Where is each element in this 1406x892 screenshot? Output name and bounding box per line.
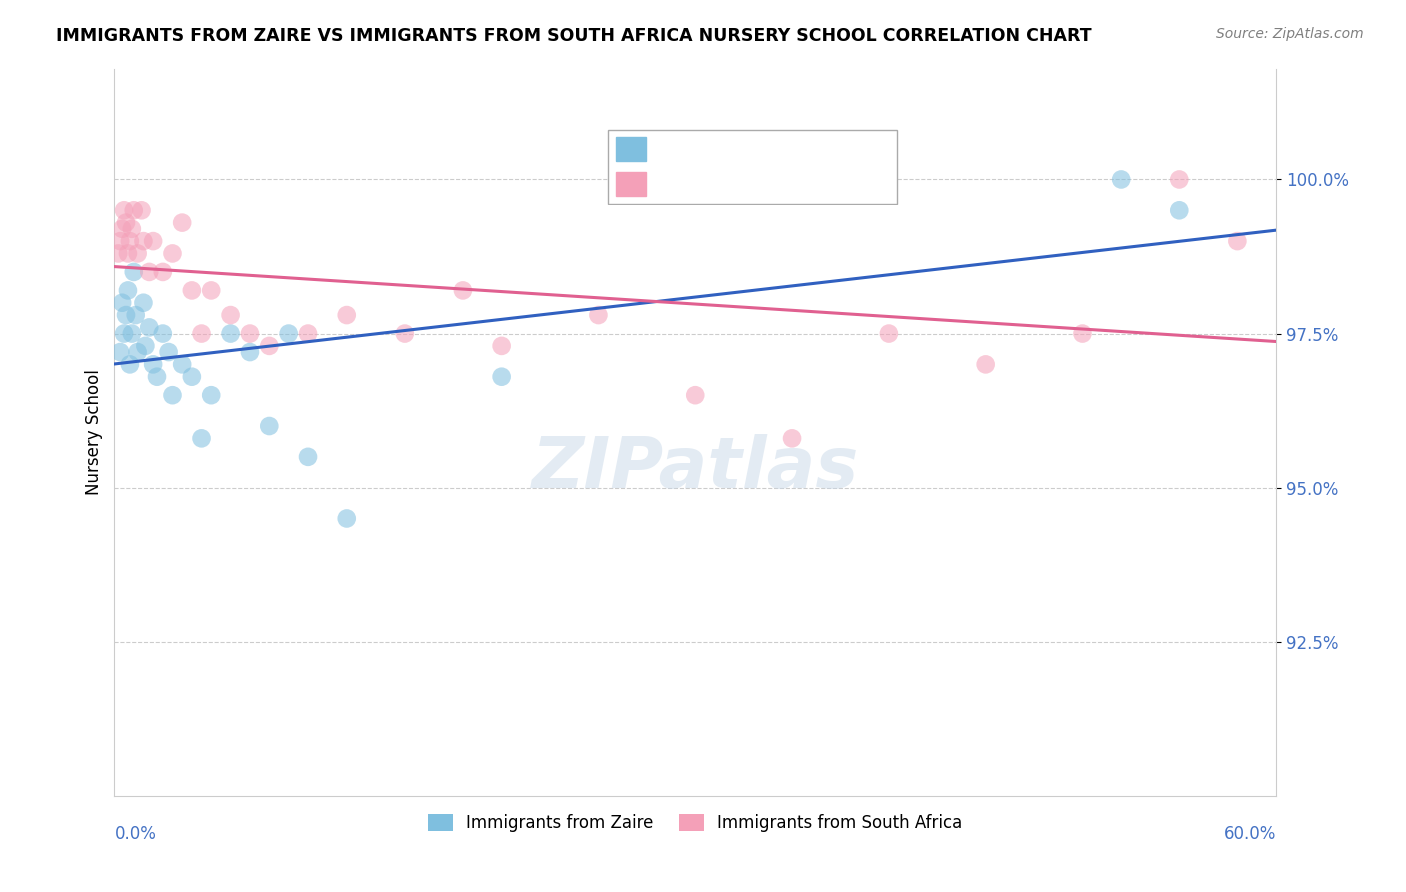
Text: N = 31: N = 31 — [790, 140, 853, 158]
Point — [588, 308, 610, 322]
Point — [115, 308, 138, 322]
Text: Source: ZipAtlas.com: Source: ZipAtlas.com — [1216, 27, 1364, 41]
Text: R = 0.299: R = 0.299 — [661, 140, 751, 158]
Point — [121, 221, 143, 235]
Point — [394, 326, 416, 341]
Point — [172, 357, 194, 371]
Point — [277, 326, 299, 341]
FancyBboxPatch shape — [607, 130, 897, 204]
Point — [219, 326, 242, 341]
Text: R = 0.313: R = 0.313 — [661, 175, 751, 193]
Text: 0.0%: 0.0% — [114, 825, 156, 843]
Point — [122, 203, 145, 218]
Point — [1168, 172, 1191, 186]
Point — [1226, 234, 1249, 248]
Point — [152, 265, 174, 279]
Bar — [616, 137, 645, 161]
Point — [239, 345, 262, 359]
Point — [974, 357, 997, 371]
Point — [190, 326, 212, 341]
Point — [180, 284, 202, 298]
Point — [190, 431, 212, 445]
Point — [1071, 326, 1094, 341]
Point — [132, 295, 155, 310]
Point — [125, 308, 148, 322]
Point — [780, 431, 803, 445]
Point — [142, 357, 165, 371]
Point — [112, 326, 135, 341]
Point — [152, 326, 174, 341]
Point — [180, 369, 202, 384]
Point — [122, 265, 145, 279]
Point — [162, 388, 184, 402]
Point — [107, 246, 129, 260]
Point — [110, 234, 132, 248]
Point — [297, 450, 319, 464]
Bar — [616, 172, 645, 196]
Point — [142, 234, 165, 248]
Point — [451, 284, 474, 298]
Legend: Immigrants from Zaire, Immigrants from South Africa: Immigrants from Zaire, Immigrants from S… — [422, 807, 969, 838]
Point — [219, 308, 242, 322]
Point — [683, 388, 706, 402]
Point — [239, 326, 262, 341]
Point — [134, 339, 156, 353]
Point — [117, 284, 139, 298]
Point — [121, 326, 143, 341]
Point — [131, 203, 153, 218]
Point — [1109, 172, 1132, 186]
Point — [132, 234, 155, 248]
Text: IMMIGRANTS FROM ZAIRE VS IMMIGRANTS FROM SOUTH AFRICA NURSERY SCHOOL CORRELATION: IMMIGRANTS FROM ZAIRE VS IMMIGRANTS FROM… — [56, 27, 1092, 45]
Point — [111, 221, 134, 235]
Y-axis label: Nursery School: Nursery School — [86, 369, 103, 495]
Point — [138, 265, 160, 279]
Point — [491, 369, 513, 384]
Point — [117, 246, 139, 260]
Text: ZIPatlas: ZIPatlas — [531, 434, 859, 503]
Point — [200, 284, 222, 298]
Point — [110, 345, 132, 359]
Point — [297, 326, 319, 341]
Point — [112, 203, 135, 218]
Point — [146, 369, 169, 384]
Point — [1168, 203, 1191, 218]
Text: N = 36: N = 36 — [790, 175, 853, 193]
Point — [336, 511, 359, 525]
Point — [259, 339, 281, 353]
Point — [877, 326, 900, 341]
Point — [491, 339, 513, 353]
Point — [157, 345, 180, 359]
Point — [162, 246, 184, 260]
Point — [172, 216, 194, 230]
Point — [259, 419, 281, 434]
Point — [138, 320, 160, 334]
Text: 60.0%: 60.0% — [1223, 825, 1277, 843]
Point — [336, 308, 359, 322]
Point — [127, 345, 149, 359]
Point — [115, 216, 138, 230]
Point — [111, 295, 134, 310]
Point — [200, 388, 222, 402]
Point — [118, 357, 141, 371]
Point — [118, 234, 141, 248]
Point — [127, 246, 149, 260]
